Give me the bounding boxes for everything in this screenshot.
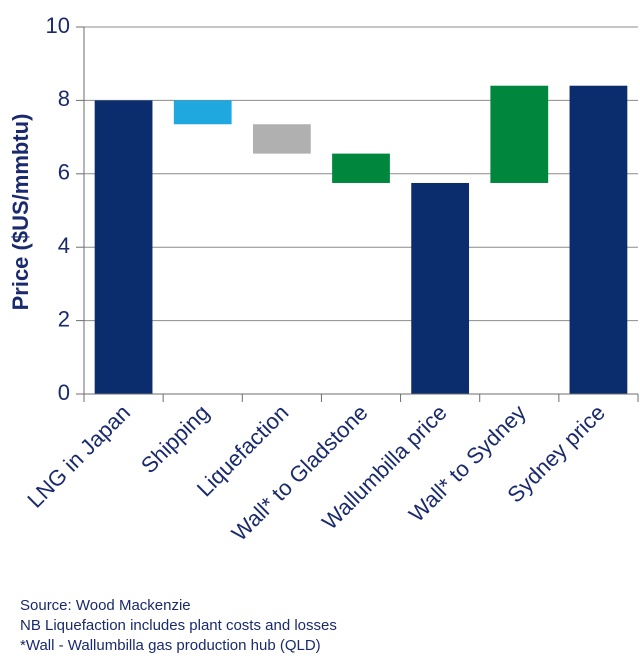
y-axis: 0 2 4 6 8 10 <box>46 13 85 405</box>
y-tick-label: 6 <box>58 160 70 185</box>
waterfall-chart: 0 2 4 6 8 10 LNG in Japan ShippingLiquefaction… <box>8 13 639 546</box>
y-tick-label: 4 <box>58 233 70 258</box>
y-tick-label: 2 <box>58 306 70 331</box>
bar <box>490 85 549 183</box>
x-category-label: Wall* to Gladstone <box>227 400 373 546</box>
x-category-label: Shipping <box>136 400 214 478</box>
bars <box>94 85 628 395</box>
bar <box>569 85 628 394</box>
liquefaction-note: NB Liquefaction includes plant costs and… <box>20 617 337 634</box>
y-tick-label: 10 <box>46 13 70 38</box>
bar <box>411 182 470 394</box>
y-tick-label: 8 <box>58 86 70 111</box>
chart-notes: Source: Wood Mackenzie NB Liquefaction i… <box>20 596 337 656</box>
x-category-label: LNG in Japan <box>22 400 135 513</box>
wall-abbreviation-note: *Wall - Wallumbilla gas production hub (… <box>20 637 321 654</box>
bar <box>252 124 311 154</box>
source-note: Source: Wood Mackenzie <box>20 597 191 614</box>
y-tick-label: 0 <box>58 380 70 405</box>
y-axis-label: Price ($US/mmbtu) <box>8 114 33 311</box>
bar <box>94 100 153 395</box>
bar <box>332 153 390 183</box>
bar <box>173 100 232 125</box>
